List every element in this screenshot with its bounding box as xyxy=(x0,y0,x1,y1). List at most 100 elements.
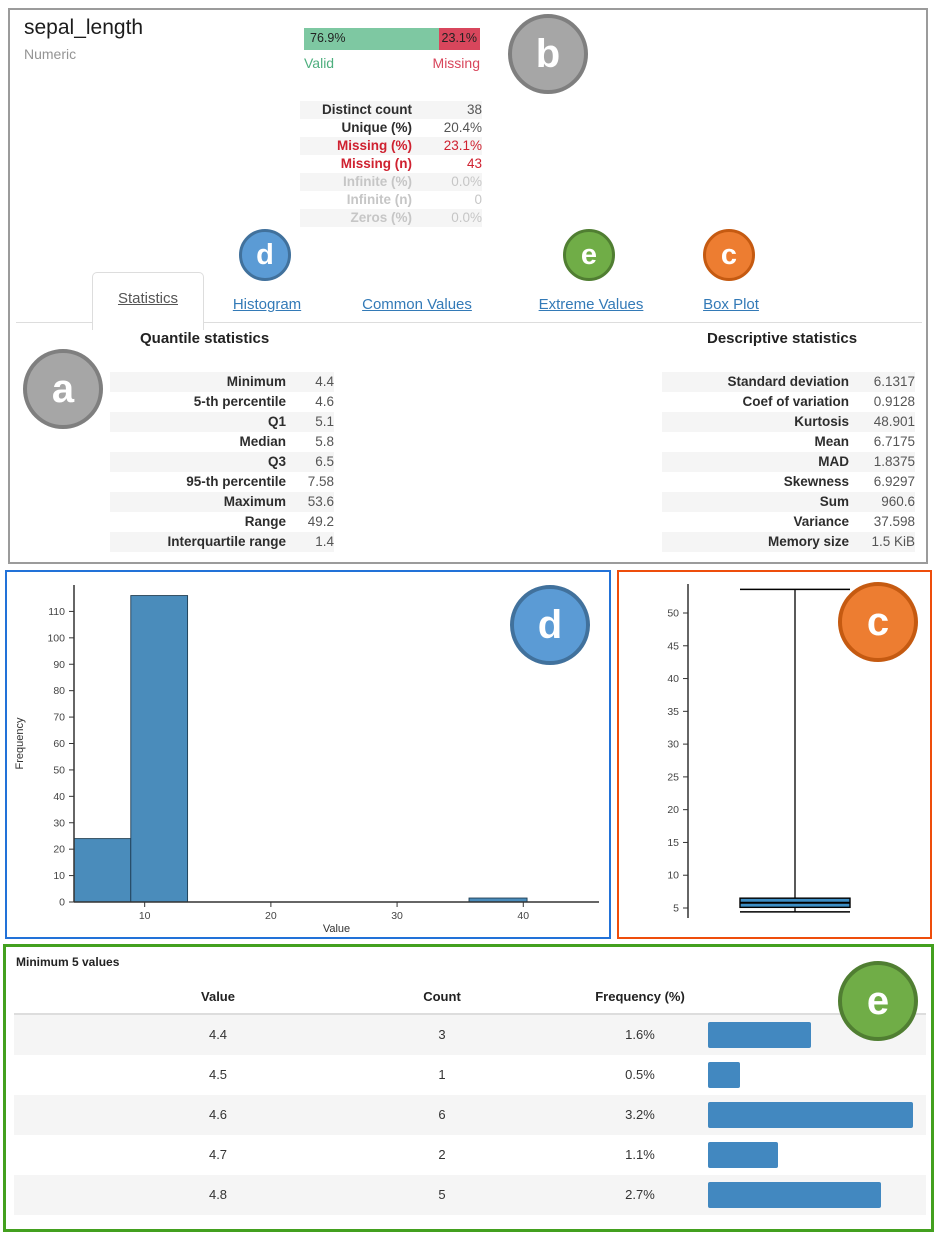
table-row: Maximum 53.6 xyxy=(110,492,334,512)
svg-text:40: 40 xyxy=(667,673,679,685)
svg-text:15: 15 xyxy=(667,837,679,849)
svg-text:10: 10 xyxy=(139,910,151,922)
box-plot-chart: 5 10 15 20 25 30 35 40 45 50 xyxy=(667,584,851,918)
table-row: Infinite (%) 0.0% xyxy=(300,173,482,191)
svg-text:Frequency: Frequency xyxy=(14,717,26,769)
svg-text:90: 90 xyxy=(53,659,65,671)
valid-bar-segment: 76.9% xyxy=(304,28,440,50)
missing-bar-segment: 23.1% xyxy=(439,28,480,50)
variable-name: sepal_length xyxy=(24,16,144,39)
table-row: Q1 5.1 xyxy=(110,412,334,432)
svg-text:80: 80 xyxy=(53,685,65,697)
svg-text:5: 5 xyxy=(673,903,679,915)
valid-label: Valid xyxy=(304,55,335,71)
svg-text:50: 50 xyxy=(667,608,679,620)
frequency-bar xyxy=(708,1142,778,1168)
svg-text:10: 10 xyxy=(53,870,65,882)
annotation-circle-b: b xyxy=(508,14,588,94)
frequency-bar xyxy=(708,1062,740,1088)
table-row: 5-th percentile 4.6 xyxy=(193,394,334,409)
svg-text:30: 30 xyxy=(53,817,65,829)
tab-statistics[interactable]: Statistics xyxy=(92,272,204,330)
tab-box-plot[interactable]: Box Plot xyxy=(703,296,759,313)
table-row: 4.6 6 3.2% xyxy=(14,1095,926,1135)
tab-common-values[interactable]: Common Values xyxy=(362,296,472,313)
extreme-values-panel: Minimum 5 values Value Count Frequency (… xyxy=(3,944,934,1232)
extreme-values-table: 4.4 3 1.6% 4.5 1 0.5% 4.6 6 3.2% 4.7 2 1.1% 4.8 5… xyxy=(14,1015,926,1215)
table-row: MAD 1.8375 xyxy=(662,452,915,472)
frequency-bar xyxy=(708,1102,913,1128)
annotation-circle-e: e xyxy=(563,229,615,281)
histogram-panel: 10 20 30 40 0 10 20 30 40 50 60 70 80 90 100 110 Value Fr… xyxy=(5,570,611,939)
table-row: Distinct count 38 xyxy=(300,101,482,119)
annotation-circle-d: d xyxy=(239,229,291,281)
svg-text:110: 110 xyxy=(48,606,65,618)
svg-text:30: 30 xyxy=(391,910,403,922)
svg-text:100: 100 xyxy=(47,632,65,644)
svg-text:20: 20 xyxy=(53,844,65,856)
annotation-circle-e: e xyxy=(838,961,918,1041)
tab-histogram[interactable]: Histogram xyxy=(232,296,302,313)
histogram-chart: 10 20 30 40 0 10 20 30 40 50 60 70 80 90 100 110 Value Fr… xyxy=(14,585,599,935)
validity-bar-labels: Valid Missing xyxy=(304,55,480,71)
table-row: Skewness 6.9297 xyxy=(783,474,915,489)
validity-bar: 76.9% 23.1% xyxy=(304,28,480,50)
table-row: Median 5.8 xyxy=(239,434,334,449)
svg-text:Value: Value xyxy=(323,923,350,935)
svg-text:20: 20 xyxy=(265,910,277,922)
frequency-bar xyxy=(708,1022,811,1048)
table-row: Variance 37.598 xyxy=(793,514,915,529)
frequency-bar xyxy=(708,1182,881,1208)
svg-text:10: 10 xyxy=(667,870,679,882)
svg-text:30: 30 xyxy=(667,739,679,751)
table-row: Sum 960.6 xyxy=(662,492,915,512)
annotation-circle-a: a xyxy=(23,349,103,429)
table-row: 4.5 1 0.5% xyxy=(14,1055,926,1095)
column-header-frequency: Frequency (%) xyxy=(595,989,685,1004)
table-row: Range 49.2 xyxy=(244,514,334,529)
svg-text:40: 40 xyxy=(517,910,529,922)
descriptive-statistics-heading: Descriptive statistics xyxy=(707,330,858,347)
extreme-values-title: Minimum 5 values xyxy=(16,955,120,969)
svg-text:70: 70 xyxy=(53,712,65,724)
variable-overview-panel: sepal_length Numeric 76.9% 23.1% Valid M… xyxy=(8,8,928,564)
table-row: 4.4 3 1.6% xyxy=(14,1015,926,1055)
annotation-circle-c: c xyxy=(838,582,918,662)
svg-text:25: 25 xyxy=(667,771,679,783)
svg-text:60: 60 xyxy=(53,738,65,750)
table-row: 4.8 5 2.7% xyxy=(14,1175,926,1215)
table-row: Kurtosis 48.901 xyxy=(662,412,915,432)
box-plot-panel: 5 10 15 20 25 30 35 40 45 50 c xyxy=(617,570,932,939)
table-row: Missing (n) 43 xyxy=(340,156,482,171)
table-row: Coef of variation 0.9128 xyxy=(742,394,915,409)
column-header-value: Value xyxy=(201,989,235,1004)
header-divider xyxy=(14,1013,926,1015)
column-header-count: Count xyxy=(423,989,461,1004)
svg-text:45: 45 xyxy=(667,640,679,652)
table-row: Infinite (n) 0 xyxy=(346,192,482,207)
svg-text:0: 0 xyxy=(59,897,65,909)
tab-divider xyxy=(16,322,922,323)
svg-text:40: 40 xyxy=(53,791,65,803)
table-row: Unique (%) 20.4% xyxy=(341,120,483,135)
annotation-circle-c: c xyxy=(703,229,755,281)
tab-extreme-values[interactable]: Extreme Values xyxy=(538,296,644,313)
svg-text:50: 50 xyxy=(53,764,65,776)
quantile-statistics-heading: Quantile statistics xyxy=(140,330,270,347)
table-row: Zeros (%) 0.0% xyxy=(300,209,482,227)
table-row: Standard deviation 6.1317 xyxy=(662,372,915,392)
quantile-statistics-table: Minimum 4.4 5-th percentile 4.6 Q1 5.1 Medi… xyxy=(110,372,334,552)
descriptive-statistics-table: Standard deviation 6.1317 Coef of variati… xyxy=(662,372,915,552)
table-row: 4.7 2 1.1% xyxy=(14,1135,926,1175)
overview-stats-table: Distinct count 38 Unique (%) 20.4% Missing… xyxy=(300,101,482,227)
table-row: 95-th percentile 7.58 xyxy=(186,474,334,489)
table-row: Interquartile range 1.4 xyxy=(110,532,334,552)
table-row: Missing (%) 23.1% xyxy=(300,137,482,155)
table-row: Minimum 4.4 xyxy=(110,372,334,392)
svg-text:35: 35 xyxy=(667,706,679,718)
variable-type: Numeric xyxy=(24,46,77,62)
table-row: Q3 6.5 xyxy=(110,452,334,472)
table-row: Mean 6.7175 xyxy=(814,434,915,449)
annotation-circle-d: d xyxy=(510,585,590,665)
svg-text:20: 20 xyxy=(667,804,679,816)
